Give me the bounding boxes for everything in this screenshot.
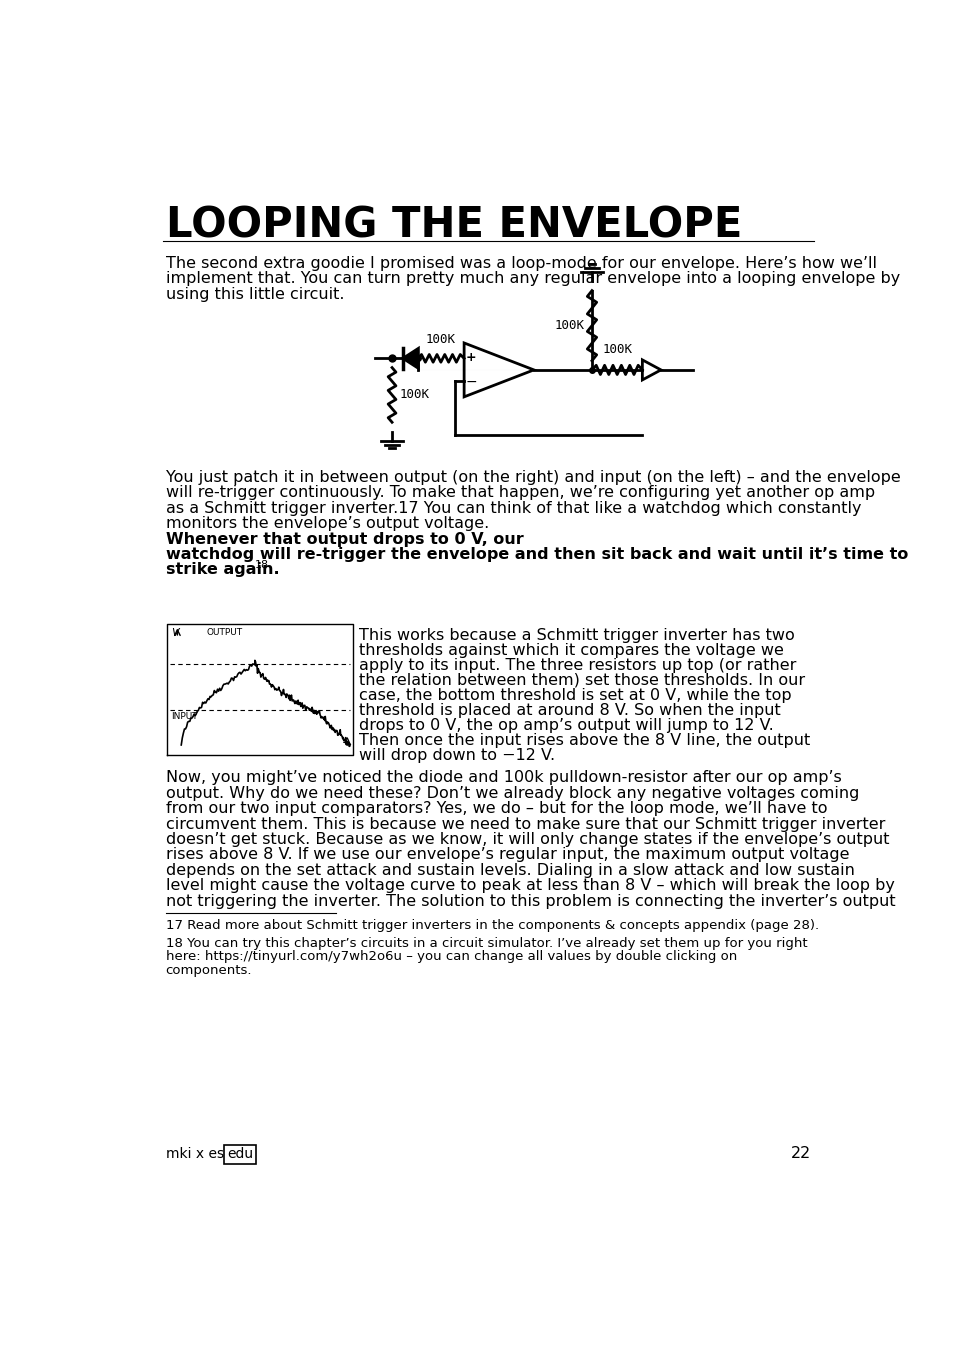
Text: This works because a Schmitt trigger inverter has two: This works because a Schmitt trigger inv… [359,628,795,643]
Text: level might cause the voltage curve to peak at less than 8 V – which will break : level might cause the voltage curve to p… [166,878,894,894]
Text: will re-trigger continuously. To make that happen, we’re configuring yet another: will re-trigger continuously. To make th… [166,486,874,501]
Text: edu: edu [227,1148,253,1161]
Text: 100K: 100K [554,319,583,332]
Text: 17 Read more about Schmitt trigger inverters in the components & concepts append: 17 Read more about Schmitt trigger inver… [166,919,818,931]
Text: OUTPUT: OUTPUT [206,628,242,637]
Text: The second extra goodie I promised was a loop-mode for our envelope. Here’s how : The second extra goodie I promised was a… [166,256,876,271]
Text: Now, you might’ve noticed the diode and 100k pulldown-resistor after our op amp’: Now, you might’ve noticed the diode and … [166,771,841,786]
Text: as a Schmitt trigger inverter.17 You can think of that like a watchdog which con: as a Schmitt trigger inverter.17 You can… [166,501,861,516]
Text: 100K: 100K [425,333,456,346]
Text: using this little circuit.: using this little circuit. [166,286,344,302]
Text: will drop down to −12 V.: will drop down to −12 V. [359,748,555,763]
Text: not triggering the inverter. The solution to this problem is connecting the inve: not triggering the inverter. The solutio… [166,894,895,909]
Text: case, the bottom threshold is set at 0 V, while the top: case, the bottom threshold is set at 0 V… [359,688,791,703]
Text: 18: 18 [254,560,269,570]
Text: implement that. You can turn pretty much any regular envelope into a looping env: implement that. You can turn pretty much… [166,271,899,286]
Text: 100K: 100K [399,389,430,401]
Text: mki x es.: mki x es. [166,1148,228,1161]
Text: INPUT: INPUT [171,711,197,721]
Text: circumvent them. This is because we need to make sure that our Schmitt trigger i: circumvent them. This is because we need… [166,817,884,832]
Text: You just patch it in between output (on the right) and input (on the left) – and: You just patch it in between output (on … [166,470,900,485]
Text: V: V [171,628,178,637]
Text: threshold is placed at around 8 V. So when the input: threshold is placed at around 8 V. So wh… [359,703,781,718]
Text: from our two input comparators? Yes, we do – but for the loop mode, we’ll have t: from our two input comparators? Yes, we … [166,801,826,817]
Text: +: + [465,351,476,364]
Polygon shape [402,348,418,369]
Text: components.: components. [166,964,252,976]
Text: monitors the envelope’s output voltage.: monitors the envelope’s output voltage. [166,516,489,531]
Text: doesn’t get stuck. Because as we know, it will only change states if the envelop: doesn’t get stuck. Because as we know, i… [166,832,888,846]
Text: LOOPING THE ENVELOPE: LOOPING THE ENVELOPE [166,204,741,246]
Text: here: https://tinyurl.com/y7wh2o6u – you can change all values by double clickin: here: https://tinyurl.com/y7wh2o6u – you… [166,950,737,964]
Text: Then once the input rises above the 8 V line, the output: Then once the input rises above the 8 V … [359,733,810,748]
Text: rises above 8 V. If we use our envelope’s regular input, the maximum output volt: rises above 8 V. If we use our envelope’… [166,848,848,863]
Text: strike again.: strike again. [166,563,279,578]
Text: apply to its input. The three resistors up top (or rather: apply to its input. The three resistors … [359,657,796,672]
Text: Whenever that output drops to 0 V, our: Whenever that output drops to 0 V, our [166,532,523,547]
Text: 18 You can try this chapter’s circuits in a circuit simulator. I’ve already set : 18 You can try this chapter’s circuits i… [166,937,806,950]
Text: the relation between them) set those thresholds. In our: the relation between them) set those thr… [359,672,804,688]
Text: drops to 0 V, the op amp’s output will jump to 12 V.: drops to 0 V, the op amp’s output will j… [359,718,774,733]
Text: thresholds against which it compares the voltage we: thresholds against which it compares the… [359,643,783,657]
Text: depends on the set attack and sustain levels. Dialing in a slow attack and low s: depends on the set attack and sustain le… [166,863,854,878]
Text: 100K: 100K [602,343,632,356]
Text: −: − [465,374,476,389]
Text: output. Why do we need these? Don’t we already block any negative voltages comin: output. Why do we need these? Don’t we a… [166,786,859,801]
Text: 22: 22 [790,1146,810,1161]
Text: watchdog will re-trigger the envelope and then sit back and wait until it’s time: watchdog will re-trigger the envelope an… [166,547,907,562]
